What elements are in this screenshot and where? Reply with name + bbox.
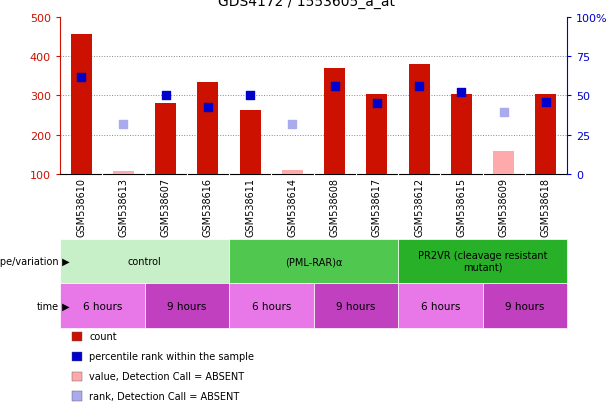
- Text: PR2VR (cleavage resistant
mutant): PR2VR (cleavage resistant mutant): [418, 251, 547, 272]
- Text: ▶: ▶: [59, 256, 69, 266]
- Bar: [535, 94, 557, 174]
- Text: GSM538608: GSM538608: [330, 177, 340, 236]
- Bar: [240, 111, 261, 174]
- Text: 6 hours: 6 hours: [83, 301, 122, 311]
- Text: GSM538614: GSM538614: [287, 177, 297, 236]
- Text: GSM538615: GSM538615: [457, 177, 466, 236]
- Point: [118, 121, 128, 128]
- FancyBboxPatch shape: [398, 284, 482, 328]
- Text: GSM538616: GSM538616: [203, 177, 213, 236]
- Text: rank, Detection Call = ABSENT: rank, Detection Call = ABSENT: [89, 391, 240, 401]
- Text: ▶: ▶: [59, 301, 69, 311]
- Text: GSM538612: GSM538612: [414, 177, 424, 236]
- Point: [161, 92, 170, 99]
- Text: 6 hours: 6 hours: [251, 301, 291, 311]
- Point: [287, 121, 297, 128]
- FancyBboxPatch shape: [398, 239, 567, 284]
- Point: [541, 100, 551, 106]
- Text: 9 hours: 9 hours: [505, 301, 544, 311]
- FancyBboxPatch shape: [229, 239, 398, 284]
- Bar: [155, 104, 177, 174]
- Bar: [409, 65, 430, 174]
- Bar: [451, 94, 472, 174]
- Point: [330, 84, 340, 90]
- FancyBboxPatch shape: [482, 284, 567, 328]
- FancyBboxPatch shape: [145, 284, 229, 328]
- Bar: [197, 83, 218, 174]
- Text: time: time: [37, 301, 59, 311]
- Text: GSM538617: GSM538617: [372, 177, 382, 236]
- Text: GSM538613: GSM538613: [118, 177, 129, 236]
- FancyBboxPatch shape: [60, 284, 145, 328]
- Point: [203, 104, 213, 111]
- Text: GSM538618: GSM538618: [541, 177, 551, 236]
- Text: control: control: [128, 256, 161, 266]
- Text: value, Detection Call = ABSENT: value, Detection Call = ABSENT: [89, 371, 244, 381]
- Point: [414, 83, 424, 90]
- Point: [457, 89, 466, 96]
- FancyBboxPatch shape: [229, 284, 313, 328]
- Text: GSM538611: GSM538611: [245, 177, 255, 236]
- Point: [372, 101, 382, 107]
- FancyBboxPatch shape: [313, 284, 398, 328]
- Text: count: count: [89, 332, 116, 342]
- Bar: [282, 171, 303, 174]
- Text: GSM538609: GSM538609: [498, 177, 509, 236]
- Text: 9 hours: 9 hours: [336, 301, 376, 311]
- Bar: [70, 35, 92, 174]
- Text: 6 hours: 6 hours: [421, 301, 460, 311]
- Text: 9 hours: 9 hours: [167, 301, 207, 311]
- Text: GSM538607: GSM538607: [161, 177, 170, 236]
- Point: [76, 74, 86, 81]
- Text: (PML-RAR)α: (PML-RAR)α: [285, 256, 342, 266]
- Bar: [113, 171, 134, 174]
- Point: [245, 92, 255, 99]
- Bar: [493, 152, 514, 174]
- Text: percentile rank within the sample: percentile rank within the sample: [89, 351, 254, 361]
- Bar: [324, 69, 345, 174]
- Text: genotype/variation: genotype/variation: [0, 256, 59, 266]
- Point: [499, 110, 509, 116]
- FancyBboxPatch shape: [60, 239, 229, 284]
- Text: GDS4172 / 1553605_a_at: GDS4172 / 1553605_a_at: [218, 0, 395, 9]
- Text: GSM538610: GSM538610: [76, 177, 86, 236]
- Bar: [367, 94, 387, 174]
